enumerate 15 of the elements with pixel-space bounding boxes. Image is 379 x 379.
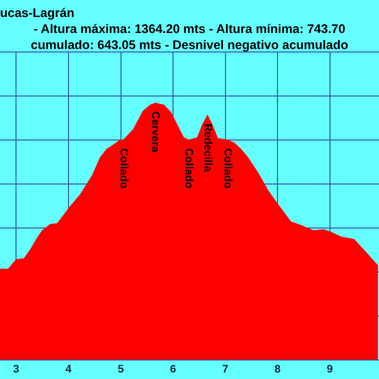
annotation: Collado — [182, 148, 195, 189]
annotation: Collado — [221, 148, 234, 189]
x-tick-label: 6 — [170, 363, 176, 376]
x-tick-label: 5 — [118, 363, 124, 376]
annotation: Collado — [117, 148, 130, 189]
annotation: Redecilla — [202, 124, 214, 173]
chart-title: ucas-Lagrán — [0, 5, 76, 21]
x-tick-label: 3 — [13, 363, 20, 376]
text: cumulado: 643.05 mts - Desnivel negativo acumulado — [30, 37, 350, 53]
chart-subtitle: - Altura máxima: 1364.20 mts - Altura mínima: 743.70 — [32, 21, 346, 37]
x-tick-label: 8 — [274, 363, 281, 376]
x-tick-label: 4 — [65, 363, 72, 376]
x-tick-label: 7 — [222, 363, 228, 376]
x-tick-label: 9 — [326, 363, 333, 376]
annotation: Cervera — [149, 111, 162, 154]
